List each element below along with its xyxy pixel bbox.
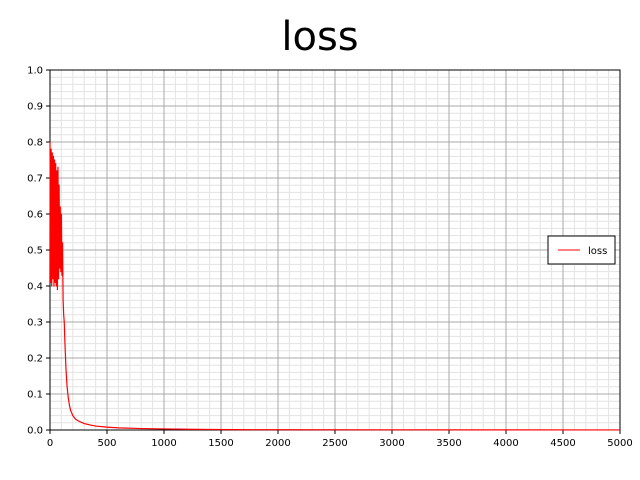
x-tick-label: 4000 xyxy=(493,438,518,449)
y-tick-label: 1.0 xyxy=(27,66,43,77)
legend: loss xyxy=(547,235,616,265)
x-tick-label: 3000 xyxy=(379,438,404,449)
y-tick-label: 0.8 xyxy=(27,138,43,149)
y-tick-label: 0.3 xyxy=(27,318,43,329)
chart-title: loss xyxy=(281,14,359,60)
x-tick-label: 4500 xyxy=(550,438,575,449)
major-grid xyxy=(49,69,621,431)
x-tick-label: 3500 xyxy=(436,438,461,449)
x-tick-label: 1500 xyxy=(208,438,233,449)
y-tick-label: 0.1 xyxy=(27,390,43,401)
y-tick-label: 0.7 xyxy=(27,174,43,185)
x-tick-label: 500 xyxy=(97,438,116,449)
x-tick-label: 2000 xyxy=(265,438,290,449)
series-layer xyxy=(49,141,621,431)
y-tick-label: 0.2 xyxy=(27,354,43,365)
y-axis-ticks: 0.0 0.1 0.2 0.3 0.4 0.5 0.6 0.7 0.8 0.9 1.0 xyxy=(27,66,50,437)
x-tick-label: 5000 xyxy=(607,438,632,449)
x-tick-label: 1000 xyxy=(151,438,176,449)
legend-label-loss: loss xyxy=(588,246,607,257)
y-tick-label: 0.4 xyxy=(27,282,43,293)
y-tick-label: 0.5 xyxy=(27,246,43,257)
x-tick-label: 0 xyxy=(47,438,53,449)
x-tick-label: 2500 xyxy=(322,438,347,449)
y-tick-label: 0.6 xyxy=(27,210,43,221)
y-tick-label: 0.0 xyxy=(27,426,43,437)
y-tick-label: 0.9 xyxy=(27,102,43,113)
series-line-loss xyxy=(49,141,621,431)
x-axis-ticks: 0 500 1000 1500 2000 2500 3000 3500 4000 4500 5000 xyxy=(47,430,633,449)
